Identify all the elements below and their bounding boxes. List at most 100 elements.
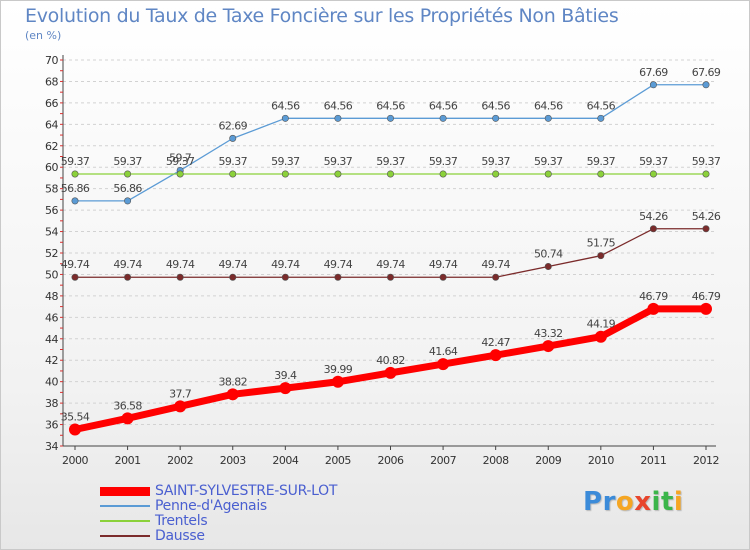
legend-label: Penne-d'Agenais bbox=[155, 498, 267, 514]
data-point bbox=[71, 197, 79, 205]
data-label: 59.37 bbox=[324, 155, 353, 168]
data-point bbox=[597, 170, 605, 178]
data-point bbox=[281, 273, 289, 281]
data-point bbox=[334, 170, 342, 178]
logo-letter: i bbox=[673, 487, 684, 517]
logo-letter: x bbox=[634, 487, 652, 517]
data-label: 49.74 bbox=[113, 258, 142, 271]
x-tick-label: 2003 bbox=[220, 454, 246, 467]
y-tick-label: 68 bbox=[45, 75, 58, 88]
data-label: 59.37 bbox=[219, 155, 248, 168]
data-label: 44.19 bbox=[587, 318, 616, 331]
data-label: 49.74 bbox=[219, 258, 248, 271]
data-label: 50.74 bbox=[534, 248, 563, 261]
data-point bbox=[334, 114, 342, 122]
x-tick-label: 2010 bbox=[588, 454, 614, 467]
data-label: 39.4 bbox=[274, 369, 297, 382]
data-point bbox=[702, 170, 710, 178]
data-point bbox=[649, 225, 657, 233]
data-point bbox=[386, 170, 394, 178]
data-point bbox=[492, 273, 500, 281]
y-tick-label: 56 bbox=[45, 204, 58, 217]
data-point bbox=[437, 358, 450, 371]
data-label: 49.74 bbox=[324, 258, 353, 271]
data-point bbox=[71, 273, 79, 281]
x-tick-label: 2000 bbox=[62, 454, 88, 467]
logo-letter: o bbox=[615, 487, 635, 517]
legend-swatch bbox=[100, 520, 150, 522]
data-label: 64.56 bbox=[429, 99, 458, 112]
data-point bbox=[384, 366, 397, 379]
x-tick-label: 2001 bbox=[115, 454, 141, 467]
data-label: 64.56 bbox=[324, 99, 353, 112]
data-label: 59.37 bbox=[534, 155, 563, 168]
data-point bbox=[489, 349, 502, 362]
data-label: 56.86 bbox=[113, 182, 142, 195]
data-label: 38.82 bbox=[219, 375, 248, 388]
data-point bbox=[281, 114, 289, 122]
y-tick-label: 48 bbox=[45, 290, 58, 303]
data-point bbox=[334, 273, 342, 281]
data-label: 39.99 bbox=[324, 363, 353, 376]
chart-subtitle: (en %) bbox=[25, 29, 62, 42]
data-point bbox=[597, 114, 605, 122]
y-tick-label: 44 bbox=[45, 333, 58, 346]
data-label: 56.86 bbox=[61, 182, 90, 195]
data-label: 59.37 bbox=[481, 155, 510, 168]
data-point bbox=[702, 81, 710, 89]
data-point bbox=[492, 170, 500, 178]
data-point bbox=[229, 134, 237, 142]
data-label: 51.75 bbox=[587, 237, 616, 250]
data-label: 36.58 bbox=[113, 399, 142, 412]
data-point bbox=[544, 263, 552, 271]
data-point bbox=[544, 170, 552, 178]
x-tick-label: 2007 bbox=[430, 454, 456, 467]
data-point bbox=[647, 302, 660, 315]
chart-title: Evolution du Taux de Taxe Foncière sur l… bbox=[25, 5, 619, 27]
y-tick-label: 46 bbox=[45, 311, 58, 324]
data-point bbox=[594, 330, 607, 343]
data-label: 43.32 bbox=[534, 327, 563, 340]
data-point bbox=[174, 400, 187, 413]
data-label: 40.82 bbox=[376, 354, 405, 367]
data-point bbox=[386, 273, 394, 281]
data-point bbox=[69, 423, 81, 436]
data-point bbox=[386, 114, 394, 122]
data-point bbox=[281, 170, 289, 178]
data-label: 54.26 bbox=[692, 210, 721, 223]
x-tick-label: 2005 bbox=[325, 454, 351, 467]
data-point bbox=[229, 170, 237, 178]
legend-label: SAINT-SYLVESTRE-SUR-LOT bbox=[155, 483, 338, 499]
data-point bbox=[700, 302, 712, 315]
x-tick-label: 2006 bbox=[378, 454, 404, 467]
data-label: 59.37 bbox=[639, 155, 668, 168]
x-tick-label: 2008 bbox=[483, 454, 509, 467]
data-label: 59.37 bbox=[692, 155, 721, 168]
y-tick-label: 66 bbox=[45, 97, 58, 110]
data-label: 59.37 bbox=[271, 155, 300, 168]
data-point bbox=[439, 170, 447, 178]
data-label: 49.74 bbox=[429, 258, 458, 271]
x-tick-label: 2002 bbox=[167, 454, 193, 467]
data-label: 59.37 bbox=[376, 155, 405, 168]
y-tick-label: 42 bbox=[45, 354, 58, 367]
data-label: 59.37 bbox=[587, 155, 616, 168]
data-label: 49.74 bbox=[61, 258, 90, 271]
y-tick-label: 40 bbox=[45, 376, 58, 389]
data-point bbox=[124, 273, 132, 281]
data-label: 59.37 bbox=[166, 155, 195, 168]
data-label: 67.69 bbox=[639, 66, 668, 79]
data-point bbox=[649, 81, 657, 89]
data-point bbox=[439, 114, 447, 122]
y-tick-label: 60 bbox=[45, 161, 58, 174]
legend-label: Dausse bbox=[155, 528, 205, 544]
y-tick-label: 62 bbox=[45, 140, 58, 153]
x-tick-label: 2011 bbox=[640, 454, 666, 467]
legend-swatch bbox=[100, 505, 150, 507]
y-tick-label: 54 bbox=[45, 226, 58, 239]
data-point bbox=[71, 170, 79, 178]
data-point bbox=[544, 114, 552, 122]
data-label: 46.79 bbox=[639, 290, 668, 303]
data-point bbox=[331, 375, 344, 388]
